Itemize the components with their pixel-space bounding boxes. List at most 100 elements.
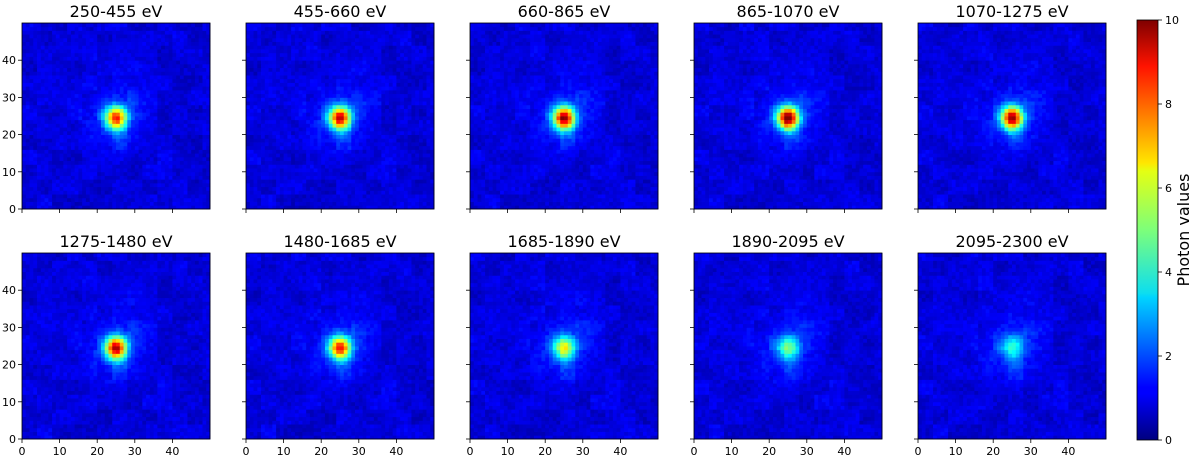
heatmap-cell (112, 116, 116, 120)
heatmap-cell (317, 27, 321, 31)
heatmap-cell (280, 83, 284, 87)
heatmap-cell (90, 127, 94, 131)
heatmap-cell (105, 42, 109, 46)
heatmap-cell (33, 101, 37, 105)
heatmap-cell (340, 202, 344, 206)
heatmap-cell (344, 60, 348, 64)
heatmap-cell (48, 109, 52, 113)
heatmap-cell (191, 161, 195, 165)
heatmap-cell (75, 183, 79, 187)
heatmap-cell (246, 127, 250, 131)
heatmap-cell (359, 153, 363, 157)
heatmap-cell (325, 86, 329, 90)
heatmap-cell (180, 198, 184, 202)
heatmap-cell (321, 157, 325, 161)
heatmap-cell (359, 42, 363, 46)
heatmap-cell (385, 42, 389, 46)
heatmap-cell (90, 75, 94, 79)
heatmap-cell (93, 116, 97, 120)
heatmap-cell (254, 190, 258, 194)
heatmap-cell (52, 38, 56, 42)
heatmap-cell (67, 34, 71, 38)
heatmap-cell (199, 146, 203, 150)
heatmap-cell (33, 183, 37, 187)
heatmap-cell (161, 71, 165, 75)
heatmap-cell (191, 105, 195, 109)
heatmap-cell (26, 45, 30, 49)
heatmap-cell (165, 179, 169, 183)
heatmap-cell (78, 138, 82, 142)
heatmap-cell (291, 157, 295, 161)
heatmap-cell (202, 176, 206, 180)
heatmap-cell (131, 49, 135, 53)
heatmap-cell (336, 49, 340, 53)
heatmap-cell (26, 49, 30, 53)
heatmap-cell (423, 183, 427, 187)
heatmap-cell (269, 56, 273, 60)
heatmap-cell (348, 27, 352, 31)
heatmap-cell (419, 64, 423, 68)
heatmap-cell (202, 90, 206, 94)
heatmap-cell (314, 60, 318, 64)
heatmap-cell (165, 49, 169, 53)
heatmap-cell (131, 83, 135, 87)
heatmap-cell (22, 64, 26, 68)
heatmap-cell (415, 49, 419, 53)
heatmap-cell (48, 45, 52, 49)
heatmap-cell (165, 157, 169, 161)
heatmap-cell (82, 131, 86, 135)
heatmap-cell (195, 116, 199, 120)
heatmap-cell (426, 142, 430, 146)
heatmap-cell (105, 71, 109, 75)
heatmap-cell (86, 112, 90, 116)
heatmap-cell (33, 190, 37, 194)
heatmap-cell (299, 68, 303, 72)
heatmap-cell (157, 30, 161, 34)
heatmap-cell (385, 149, 389, 153)
heatmap-cell (97, 187, 101, 191)
heatmap-cell (154, 53, 158, 57)
heatmap-cell (150, 30, 154, 34)
y-tick-label: 30 (2, 91, 16, 104)
heatmap-cell (22, 60, 26, 64)
heatmap-cell (329, 135, 333, 139)
heatmap-cell (329, 71, 333, 75)
heatmap-cell (124, 149, 128, 153)
heatmap-cell (344, 164, 348, 168)
heatmap-cell (97, 176, 101, 180)
heatmap-cell (146, 149, 150, 153)
heatmap-cell (269, 94, 273, 98)
heatmap-cell (332, 161, 336, 165)
heatmap-cell (120, 38, 124, 42)
heatmap-cell (378, 172, 382, 176)
heatmap-cell (325, 94, 329, 98)
heatmap-cell (280, 79, 284, 83)
heatmap-cell (71, 194, 75, 198)
heatmap-cell (26, 75, 30, 79)
heatmap-cell (317, 161, 321, 165)
heatmap-cell (142, 97, 146, 101)
heatmap-cell (52, 34, 56, 38)
heatmap-cell (389, 127, 393, 131)
heatmap-cell (310, 79, 314, 83)
heatmap-cell (202, 97, 206, 101)
heatmap-cell (411, 27, 415, 31)
heatmap-cell (202, 45, 206, 49)
heatmap-cell (272, 153, 276, 157)
heatmap-cell (415, 120, 419, 124)
heatmap-cell (187, 109, 191, 113)
heatmap-cell (146, 142, 150, 146)
heatmap-cell (120, 123, 124, 127)
heatmap-cell (355, 90, 359, 94)
heatmap-cell (45, 202, 49, 206)
heatmap-cell (415, 135, 419, 139)
heatmap-cell (45, 138, 49, 142)
heatmap-cell (169, 86, 173, 90)
heatmap-cell (272, 179, 276, 183)
heatmap-cell (184, 109, 188, 113)
heatmap-cell (48, 194, 52, 198)
heatmap-cell (280, 127, 284, 131)
heatmap-cell (287, 123, 291, 127)
heatmap-cell (75, 34, 79, 38)
heatmap-cell (101, 202, 105, 206)
